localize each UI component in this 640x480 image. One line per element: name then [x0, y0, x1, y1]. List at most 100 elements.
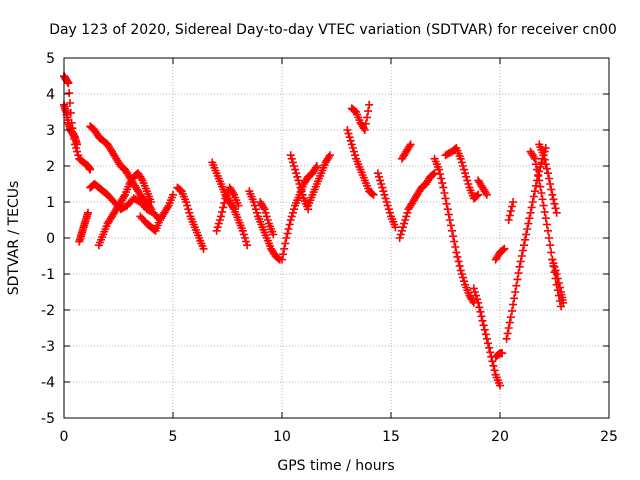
data-point	[216, 212, 225, 221]
data-point	[457, 270, 466, 278]
data-point	[546, 180, 555, 188]
data-point	[65, 89, 74, 98]
data-point	[360, 126, 369, 134]
data-point	[535, 176, 544, 185]
y-tick-label: -2	[41, 303, 55, 319]
y-axis-label: SDTVAR / TECUs	[6, 181, 22, 296]
data-point	[439, 183, 448, 192]
data-point	[528, 198, 537, 206]
data-point	[163, 203, 172, 212]
x-tick-label: 10	[273, 429, 291, 445]
data-point	[474, 298, 483, 307]
series-arc-l	[256, 198, 278, 239]
data-point	[324, 153, 333, 161]
data-point	[288, 208, 297, 217]
data-point	[445, 216, 454, 224]
data-point	[521, 235, 530, 244]
data-point	[551, 204, 560, 213]
data-point	[288, 158, 297, 167]
data-point	[505, 318, 514, 327]
data-point	[348, 144, 357, 152]
data-point	[436, 170, 445, 179]
data-point	[540, 207, 549, 216]
data-point	[369, 190, 378, 199]
data-point	[242, 237, 251, 246]
data-point	[406, 140, 415, 149]
data-point	[468, 297, 477, 305]
y-tick-label: -5	[41, 411, 55, 427]
data-point	[559, 298, 568, 307]
data-point	[543, 226, 552, 235]
data-point	[474, 190, 483, 199]
data-point	[283, 229, 292, 238]
data-point	[213, 223, 222, 232]
data-point	[297, 187, 306, 196]
data-point	[260, 205, 269, 214]
y-tick-label: 0	[46, 231, 55, 247]
data-point	[473, 191, 482, 200]
data-point	[441, 194, 450, 203]
data-point	[457, 158, 466, 167]
data-point	[146, 203, 155, 212]
data-point	[228, 189, 237, 197]
data-point	[534, 171, 543, 179]
data-point	[456, 266, 465, 275]
data-point	[548, 190, 557, 199]
y-tick-label: 3	[46, 123, 55, 139]
data-point	[463, 176, 472, 185]
data-point	[504, 324, 513, 332]
data-point	[363, 113, 372, 122]
data-point	[295, 180, 304, 188]
data-point	[458, 273, 467, 282]
data-point	[396, 230, 405, 239]
data-point	[345, 133, 354, 142]
data-point	[527, 203, 536, 212]
data-point	[73, 140, 82, 149]
data-point	[263, 216, 272, 224]
series-arc-y	[491, 349, 507, 361]
data-point	[219, 203, 228, 212]
data-point	[344, 129, 353, 138]
data-point	[524, 219, 533, 228]
data-point	[438, 179, 447, 188]
series-arc-q	[347, 100, 374, 134]
data-point	[346, 136, 355, 145]
data-point	[529, 192, 538, 201]
data-point	[214, 219, 223, 228]
data-point	[282, 234, 291, 242]
series-arc-u	[430, 154, 478, 307]
data-point	[64, 79, 73, 88]
data-point	[296, 183, 305, 192]
data-point	[349, 147, 358, 156]
data-point	[398, 223, 407, 232]
data-point	[555, 283, 564, 292]
data-point	[484, 339, 493, 348]
data-point	[530, 154, 539, 163]
data-point	[529, 153, 538, 161]
data-point	[485, 343, 494, 352]
data-point	[450, 237, 459, 246]
series-arc-t	[397, 140, 415, 163]
data-point	[503, 329, 512, 338]
data-point	[182, 198, 191, 206]
data-point	[541, 214, 550, 223]
data-point	[240, 234, 249, 242]
y-tick-label: 2	[46, 159, 55, 175]
series-arc-w	[469, 284, 504, 390]
data-point	[550, 262, 559, 271]
data-point	[443, 205, 452, 214]
data-point	[365, 100, 374, 109]
data-point	[462, 172, 471, 181]
data-point	[220, 198, 229, 207]
data-point	[552, 208, 561, 217]
data-point	[289, 205, 298, 214]
data-point	[252, 208, 261, 217]
data-point	[285, 220, 294, 229]
data-point	[478, 316, 487, 325]
data-point	[375, 172, 384, 181]
data-point	[311, 163, 320, 172]
data-point	[477, 312, 486, 321]
data-point	[498, 349, 507, 358]
data-point	[542, 164, 551, 173]
